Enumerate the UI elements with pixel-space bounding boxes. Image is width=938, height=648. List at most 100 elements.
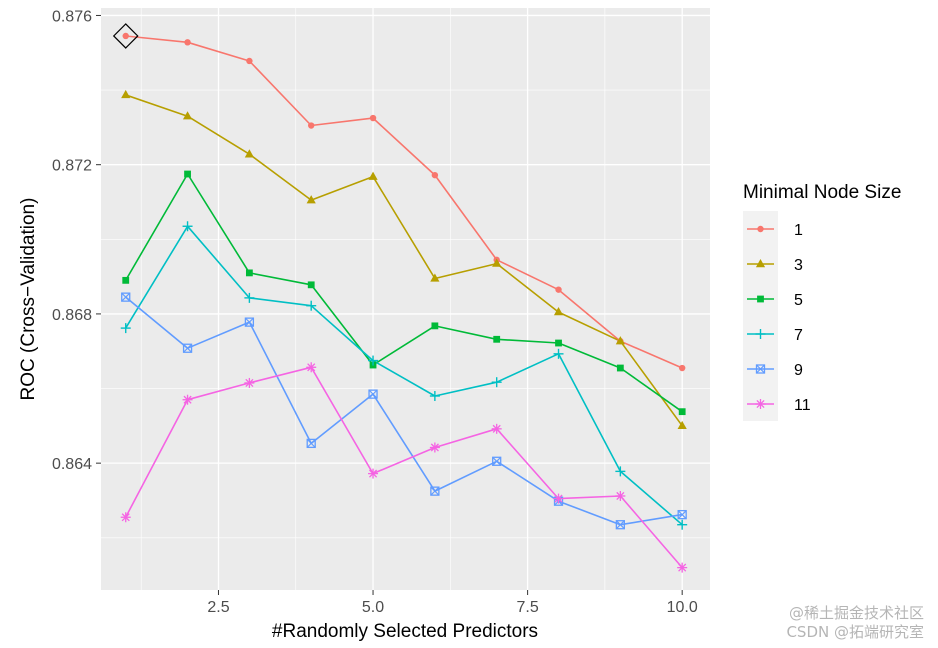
y-tick-label: 0.864 (52, 456, 92, 473)
legend-key-11 (747, 399, 774, 409)
x-tick-label: 10.0 (667, 599, 698, 616)
y-axis-title: ROC (Cross−Validation) (18, 198, 39, 401)
legend-label-7: 7 (794, 327, 803, 344)
watermark-line-2: CSDN @拓端研究室 (786, 623, 924, 641)
legend-marker-9 (755, 364, 766, 374)
legend-marker-3 (755, 259, 766, 268)
data-point-series-5 (555, 339, 562, 347)
legend-marker-1 (757, 225, 764, 233)
series-line-5 (125, 173, 683, 413)
watermark-line-1: @稀土掘金技术社区 (788, 604, 924, 622)
series-line-11 (124, 366, 683, 569)
legend-marker-5 (757, 295, 764, 303)
legend-marker-7 (755, 329, 766, 339)
series-line-7 (125, 225, 683, 526)
data-point-series-11 (120, 512, 131, 523)
best-point-diamond (112, 23, 139, 49)
data-point-series-3 (615, 336, 625, 345)
data-point-series-7 (306, 300, 317, 311)
data-point-series-11 (244, 377, 255, 388)
series-line-1 (125, 35, 683, 369)
data-point-series-5 (122, 276, 130, 284)
data-point-series-5 (431, 322, 439, 330)
data-point-series-5 (493, 335, 501, 343)
series-line-9 (125, 296, 683, 526)
data-point-series-11 (615, 490, 626, 501)
data-point-series-3 (492, 258, 502, 267)
legend-label-1: 1 (794, 222, 803, 239)
data-point-series-7 (553, 348, 564, 359)
data-point-series-7 (429, 391, 440, 401)
series-points (120, 32, 688, 573)
data-point-series-3 (553, 307, 564, 316)
data-point-series-9 (306, 438, 316, 449)
data-point-series-7 (244, 292, 255, 303)
data-point-series-3 (244, 149, 254, 158)
data-point-series-7 (677, 519, 688, 530)
grid-minor (101, 8, 710, 590)
x-tick-label: 2.5 (207, 599, 229, 616)
axis-ticks: 2.5 5.0 7.5 10.0 0.864 0.868 0.872 0.876 (52, 8, 698, 616)
data-point-series-1 (184, 39, 191, 46)
legend-label-11: 11 (794, 397, 811, 414)
legend-key-3 (747, 259, 774, 268)
data-point-series-3 (677, 420, 687, 430)
data-point-series-11 (306, 362, 317, 373)
data-point-series-9 (121, 292, 131, 302)
series-lines (124, 35, 683, 569)
best-point-highlight (112, 23, 139, 49)
legend-marker-11 (755, 399, 766, 409)
y-tick-label: 0.876 (52, 8, 92, 25)
data-point-series-9 (430, 486, 440, 496)
legend-key-1 (747, 225, 774, 233)
data-point-series-9 (244, 317, 255, 327)
data-point-series-11 (677, 562, 688, 573)
y-tick-label: 0.872 (52, 158, 92, 175)
legend-label-9: 9 (794, 362, 803, 379)
data-point-series-11 (182, 394, 193, 405)
panel-background (101, 8, 710, 590)
data-point-series-1 (431, 171, 439, 179)
data-point-series-11 (368, 468, 379, 479)
data-point-series-3 (121, 89, 131, 99)
data-point-series-3 (306, 195, 316, 204)
y-tick-label: 0.868 (52, 307, 92, 324)
legend-key-5 (747, 295, 774, 303)
data-point-series-9 (368, 389, 378, 399)
data-point-series-1 (555, 286, 562, 293)
data-point-series-1 (678, 364, 686, 372)
legend-title: Minimal Node Size (743, 182, 901, 203)
data-point-series-5 (245, 269, 253, 277)
data-point-series-1 (122, 32, 129, 40)
x-tick-label: 7.5 (516, 599, 538, 616)
data-point-series-1 (246, 57, 253, 65)
watermark: @稀土掘金技术社区 CSDN @拓端研究室 (786, 604, 924, 642)
legend-label-3: 3 (794, 257, 803, 274)
data-point-series-7 (182, 221, 193, 232)
legend-key-9 (747, 364, 774, 374)
data-point-series-1 (308, 122, 315, 129)
legend-key-background (743, 211, 778, 421)
data-point-series-11 (553, 493, 564, 504)
data-point-series-5 (616, 364, 624, 372)
data-point-series-7 (368, 355, 379, 366)
data-point-series-7 (491, 377, 502, 388)
data-point-series-9 (182, 343, 193, 353)
legend-label-5: 5 (794, 292, 803, 309)
x-axis-title: #Randomly Selected Predictors (272, 621, 538, 642)
x-tick-label: 5.0 (362, 599, 384, 616)
data-point-series-9 (615, 520, 626, 530)
series-line-3 (125, 94, 683, 427)
legend: Minimal Node Size 1 3 5 7 9 11 (743, 182, 901, 421)
data-point-series-9 (677, 509, 687, 520)
data-point-series-9 (492, 456, 502, 466)
data-point-series-3 (430, 273, 440, 282)
data-point-series-5 (307, 281, 315, 289)
data-point-series-1 (369, 114, 377, 122)
data-point-series-3 (182, 111, 193, 120)
data-point-series-11 (429, 442, 440, 453)
data-point-series-3 (368, 171, 378, 180)
data-point-series-5 (184, 170, 191, 178)
grid-major (101, 8, 710, 590)
